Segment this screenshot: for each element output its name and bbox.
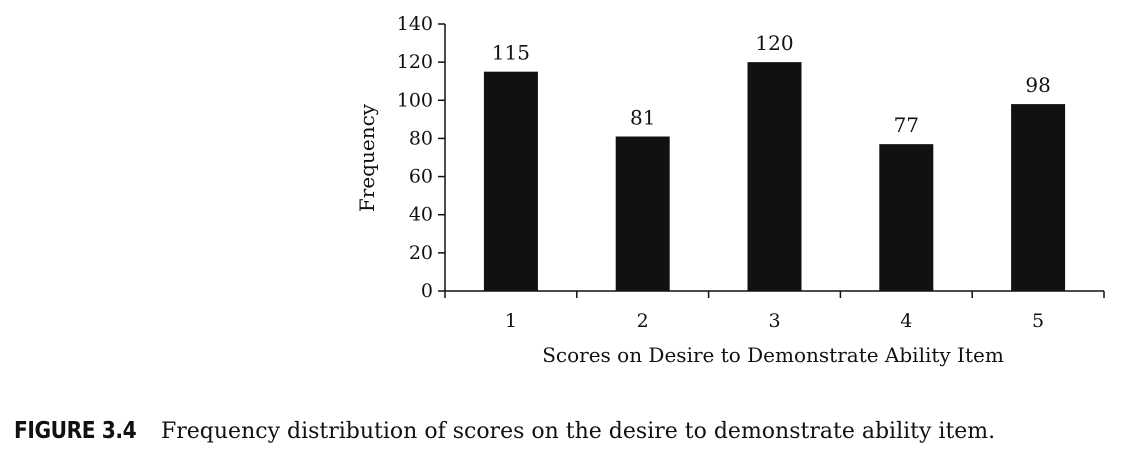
- y-tick-label: 20: [409, 242, 433, 264]
- y-tick-label: 140: [397, 13, 433, 35]
- caption-text: Frequency distribution of scores on the …: [161, 419, 996, 444]
- y-tick-label: 40: [409, 204, 433, 226]
- data-label: 77: [894, 113, 919, 137]
- y-tick-label: 60: [409, 166, 433, 188]
- y-tick-label: 80: [409, 127, 433, 149]
- figure-number: FIGURE 3.4: [14, 418, 137, 444]
- y-tick-label: 0: [421, 280, 433, 302]
- data-labels: 115 81 120 77 98: [492, 31, 1051, 137]
- x-axis-title: Scores on Desire to Demonstrate Ability …: [542, 343, 1004, 367]
- y-tick-label: 100: [397, 89, 433, 111]
- x-tick-label: 1: [505, 310, 517, 332]
- x-tick-label: 4: [900, 310, 912, 332]
- figure-caption: FIGURE 3.4 Frequency distribution of scor…: [14, 418, 1114, 444]
- y-axis-title: Frequency: [355, 103, 379, 212]
- data-label: 81: [630, 106, 655, 130]
- data-label: 98: [1025, 73, 1050, 97]
- x-tick-label: 2: [637, 310, 649, 332]
- bar: [483, 71, 538, 291]
- bar: [615, 136, 670, 291]
- y-tick-label: 120: [397, 51, 433, 73]
- x-tick-label: 5: [1032, 310, 1044, 332]
- x-tick-label: 3: [768, 310, 780, 332]
- data-label: 115: [492, 41, 530, 65]
- y-axis: 0 20 40 60 80 100 120 140: [397, 13, 446, 302]
- data-label: 120: [755, 31, 793, 55]
- bar-chart: 0 20 40 60 80 100 120 140 1 2 3 4 5 115 81 120 77 98 Fr…: [355, 13, 1105, 367]
- bar: [1011, 104, 1066, 291]
- bar: [879, 144, 934, 291]
- x-axis: 1 2 3 4 5: [444, 290, 1105, 332]
- bar: [747, 62, 802, 292]
- bars: [483, 62, 1066, 292]
